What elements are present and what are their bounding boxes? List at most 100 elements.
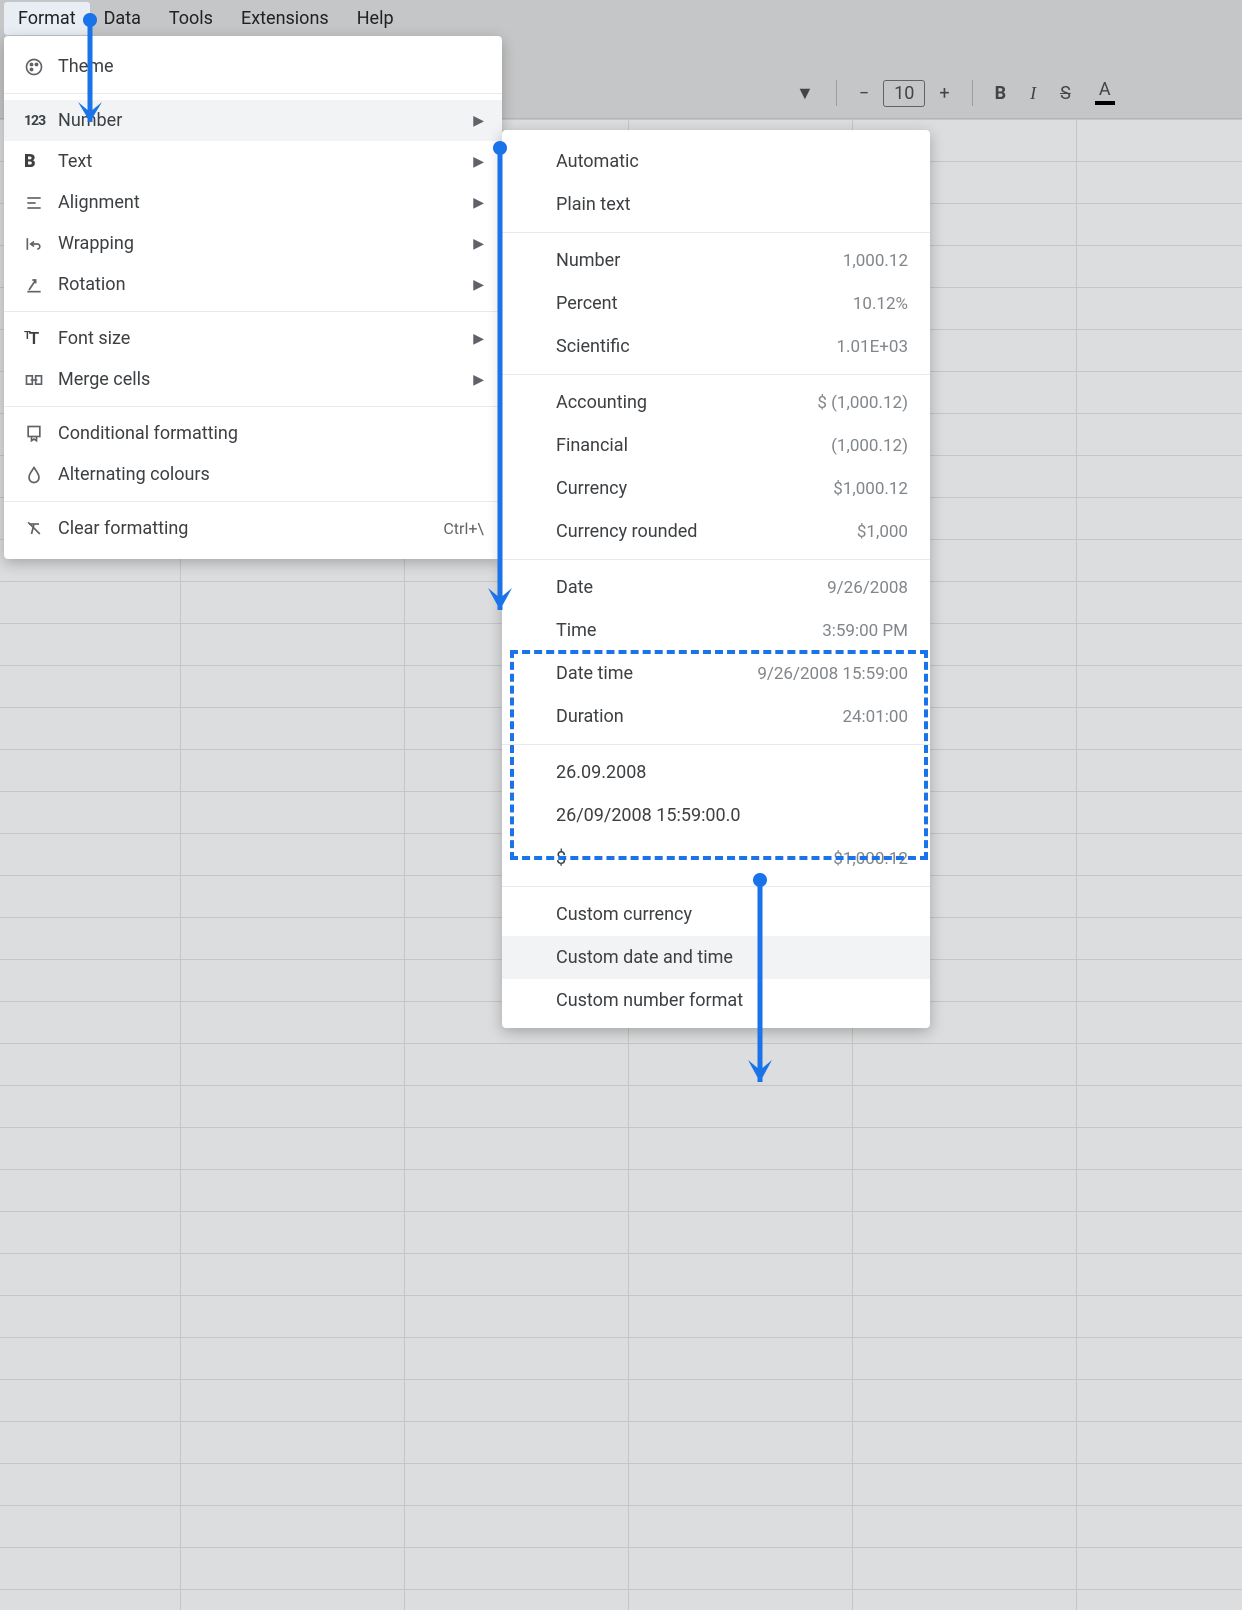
bold-button[interactable]: B (987, 79, 1015, 108)
conditional-format-icon (24, 424, 58, 444)
toolbar-separator (972, 80, 973, 106)
menu-number[interactable]: 123 Number ▶ (4, 100, 502, 141)
submenu-scientific-label: Scientific (556, 336, 836, 357)
submenu-custom-sample-2[interactable]: 26/09/2008 15:59:00.0 (502, 794, 930, 837)
submenu-custom-date-time-label: Custom date and time (556, 947, 908, 968)
menu-separator (4, 501, 502, 502)
submenu-duration-example: 24:01:00 (842, 707, 908, 727)
number-submenu: Automatic Plain text Number 1,000.12 Per… (502, 130, 930, 1028)
submenu-currency[interactable]: Currency $1,000.12 (502, 467, 930, 510)
chevron-right-icon: ▶ (473, 113, 484, 129)
submenu-custom-number-format[interactable]: Custom number format (502, 979, 930, 1022)
menu-clear-formatting-shortcut: Ctrl+\ (443, 519, 484, 538)
submenu-custom-number-format-label: Custom number format (556, 990, 908, 1011)
submenu-date-time-example: 9/26/2008 15:59:00 (757, 664, 908, 684)
submenu-percent-example: 10.12% (853, 294, 908, 314)
menu-text[interactable]: B Text ▶ (4, 141, 502, 182)
decrease-fontsize-button[interactable]: − (851, 79, 877, 108)
menubar-format[interactable]: Format (4, 2, 90, 35)
dropdown-caret-icon[interactable]: ▼ (788, 79, 822, 108)
submenu-number[interactable]: Number 1,000.12 (502, 239, 930, 282)
submenu-date-time[interactable]: Date time 9/26/2008 15:59:00 (502, 652, 930, 695)
menu-rotation[interactable]: Rotation ▶ (4, 264, 502, 305)
menu-alternating-colours[interactable]: Alternating colours (4, 454, 502, 495)
format-menu: Theme 123 Number ▶ B Text ▶ Alignment ▶ … (4, 36, 502, 559)
menu-separator (4, 311, 502, 312)
italic-button[interactable]: I (1022, 79, 1044, 108)
submenu-duration-label: Duration (556, 706, 842, 727)
submenu-date-example: 9/26/2008 (827, 578, 908, 598)
submenu-currency-rounded-example: $1,000 (857, 522, 908, 542)
strikethrough-button[interactable]: S (1052, 79, 1079, 108)
chevron-right-icon: ▶ (473, 236, 484, 252)
submenu-duration[interactable]: Duration 24:01:00 (502, 695, 930, 738)
submenu-custom-currency[interactable]: Custom currency (502, 893, 930, 936)
fontsize-icon: TT (24, 329, 58, 349)
number-icon: 123 (24, 113, 58, 129)
submenu-currency-example: $1,000.12 (833, 479, 908, 499)
toolbar: ▼ − 10 + B I S A (782, 68, 1242, 118)
increase-fontsize-button[interactable]: + (931, 79, 957, 108)
menubar-tools[interactable]: Tools (155, 2, 227, 35)
menu-font-size[interactable]: TT Font size ▶ (4, 318, 502, 359)
chevron-right-icon: ▶ (473, 277, 484, 293)
menu-merge-cells[interactable]: Merge cells ▶ (4, 359, 502, 400)
submenu-separator (502, 374, 930, 375)
menu-conditional-formatting-label: Conditional formatting (58, 423, 484, 444)
submenu-date-time-label: Date time (556, 663, 757, 684)
menu-merge-cells-label: Merge cells (58, 369, 473, 390)
align-icon (24, 193, 58, 213)
submenu-automatic-label: Automatic (556, 151, 908, 172)
submenu-currency-rounded-label: Currency rounded (556, 521, 857, 542)
menu-conditional-formatting[interactable]: Conditional formatting (4, 413, 502, 454)
palette-icon (24, 57, 58, 77)
menu-theme[interactable]: Theme (4, 46, 502, 87)
text-color-letter: A (1099, 81, 1111, 99)
submenu-custom-sample-1-label: 26.09.2008 (556, 762, 908, 783)
submenu-custom-sample-3-example: $1,000.12 (833, 849, 908, 869)
font-size-value[interactable]: 10 (883, 80, 925, 107)
bold-icon: B (24, 151, 58, 172)
submenu-financial[interactable]: Financial (1,000.12) (502, 424, 930, 467)
submenu-number-label: Number (556, 250, 843, 271)
submenu-date[interactable]: Date 9/26/2008 (502, 566, 930, 609)
menu-alignment[interactable]: Alignment ▶ (4, 182, 502, 223)
submenu-accounting-label: Accounting (556, 392, 817, 413)
submenu-time-example: 3:59:00 PM (822, 621, 908, 641)
wrap-icon (24, 234, 58, 254)
menu-wrapping-label: Wrapping (58, 233, 473, 254)
menubar-extensions[interactable]: Extensions (227, 2, 343, 35)
chevron-right-icon: ▶ (473, 195, 484, 211)
submenu-time[interactable]: Time 3:59:00 PM (502, 609, 930, 652)
submenu-custom-sample-2-label: 26/09/2008 15:59:00.0 (556, 805, 908, 826)
submenu-automatic[interactable]: Automatic (502, 140, 930, 183)
submenu-custom-sample-3[interactable]: $ $1,000.12 (502, 837, 930, 880)
text-color-button[interactable]: A (1087, 77, 1123, 109)
submenu-accounting-example: $ (1,000.12) (817, 393, 908, 413)
text-color-bar (1095, 101, 1115, 105)
font-size-stepper[interactable]: − 10 + (851, 79, 958, 108)
submenu-currency-rounded[interactable]: Currency rounded $1,000 (502, 510, 930, 553)
menu-alignment-label: Alignment (58, 192, 473, 213)
merge-icon (24, 370, 58, 390)
rotation-icon (24, 275, 58, 295)
chevron-right-icon: ▶ (473, 154, 484, 170)
menubar-help[interactable]: Help (343, 2, 408, 35)
submenu-custom-sample-1[interactable]: 26.09.2008 (502, 751, 930, 794)
submenu-custom-currency-label: Custom currency (556, 904, 908, 925)
submenu-separator (502, 559, 930, 560)
submenu-scientific[interactable]: Scientific 1.01E+03 (502, 325, 930, 368)
submenu-percent[interactable]: Percent 10.12% (502, 282, 930, 325)
submenu-scientific-example: 1.01E+03 (836, 337, 908, 357)
submenu-separator (502, 886, 930, 887)
menu-number-label: Number (58, 110, 473, 131)
menu-wrapping[interactable]: Wrapping ▶ (4, 223, 502, 264)
menu-font-size-label: Font size (58, 328, 473, 349)
submenu-accounting[interactable]: Accounting $ (1,000.12) (502, 381, 930, 424)
menubar-data[interactable]: Data (90, 2, 155, 35)
menu-alternating-colours-label: Alternating colours (58, 464, 484, 485)
submenu-custom-date-time[interactable]: Custom date and time (502, 936, 930, 979)
clear-format-icon (24, 519, 58, 539)
menu-clear-formatting[interactable]: Clear formatting Ctrl+\ (4, 508, 502, 549)
submenu-plain-text[interactable]: Plain text (502, 183, 930, 226)
